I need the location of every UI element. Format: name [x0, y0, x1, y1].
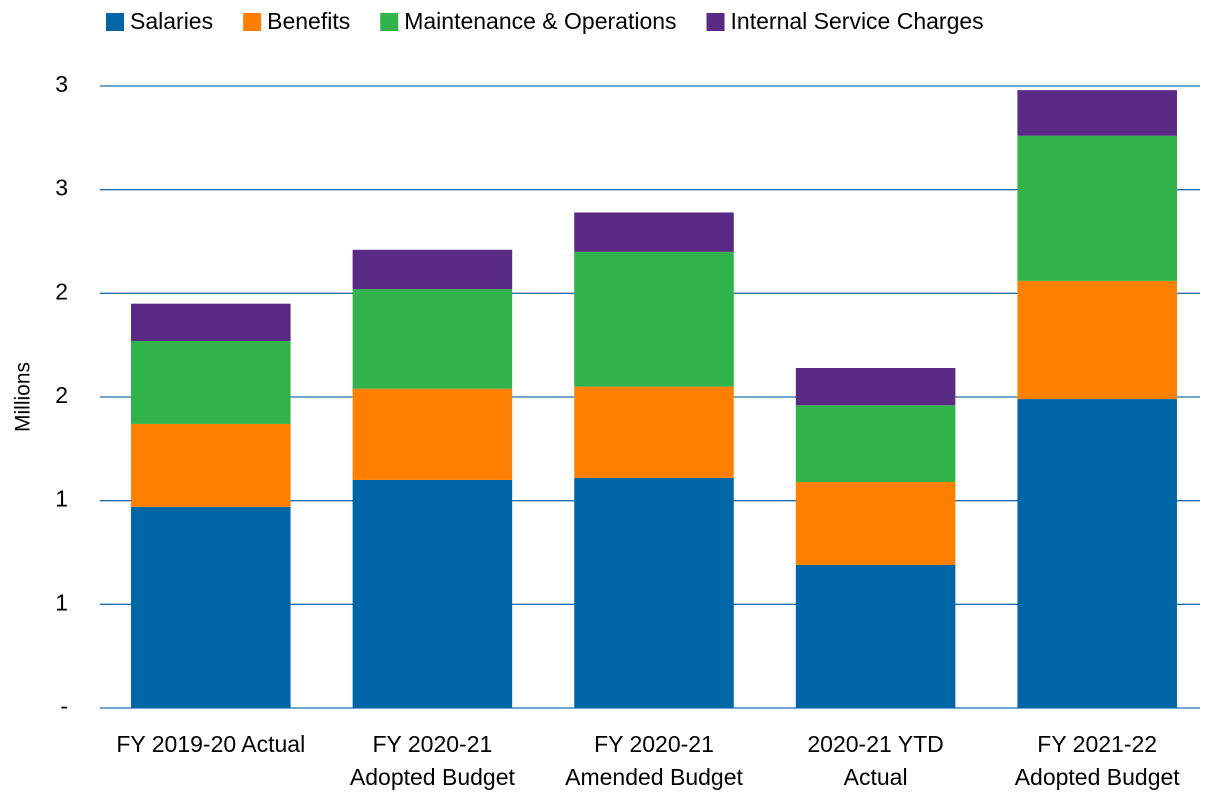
y-tick-label: 2	[55, 278, 68, 304]
x-tick-label: FY 2020-21 Adopted Budget	[350, 731, 516, 790]
bar-segment	[352, 388, 513, 480]
x-tick-label-line: FY 2020-21	[373, 731, 493, 757]
x-tick-label-line: Amended Budget	[565, 764, 743, 790]
legend-swatch	[243, 13, 262, 31]
legend-label: Salaries	[130, 8, 213, 34]
bar-segment	[795, 482, 956, 565]
x-tick-label: FY 2019-20 Actual	[116, 731, 305, 757]
bar-segment	[1017, 135, 1177, 281]
bar-segment	[352, 479, 513, 708]
bar-segment	[795, 367, 956, 406]
x-tick-label-line: 2020-21 YTD	[807, 731, 943, 757]
bar-segment	[574, 212, 734, 252]
bar-segment	[574, 386, 734, 478]
x-tick-label-line: Adopted Budget	[350, 764, 516, 790]
y-tick-label: 2	[55, 382, 68, 408]
bar-segment	[1017, 90, 1177, 136]
bar-segment	[131, 341, 291, 424]
x-tick-label-line: Actual	[844, 764, 908, 790]
bar-segment	[795, 564, 956, 708]
bar-segment	[574, 477, 734, 708]
y-tick-label: 3	[55, 175, 68, 201]
y-tick-label: 3	[55, 71, 68, 97]
legend-label: Maintenance & Operations	[404, 8, 676, 34]
legend-swatch	[106, 13, 124, 31]
y-tick-label: 1	[55, 589, 68, 615]
bar-segment	[795, 405, 956, 483]
legend-swatch	[380, 13, 399, 31]
x-tick-label-line: FY 2021-22	[1037, 731, 1157, 757]
x-tick-label: 2020-21 YTD Actual	[807, 731, 943, 790]
bar-segment	[1017, 280, 1177, 400]
x-tick-label-line: FY 2020-21	[594, 731, 714, 757]
bar-segment	[1017, 399, 1177, 708]
legend-label: Internal Service Charges	[731, 8, 984, 34]
bar-segment	[131, 506, 291, 708]
x-tick-label-line: Adopted Budget	[1015, 764, 1181, 790]
y-tick-label: 1	[55, 486, 68, 512]
x-tick-label-line: FY 2019-20 Actual	[116, 731, 305, 757]
bar-segment	[352, 249, 513, 290]
y-tick-label: -	[60, 693, 68, 719]
y-axis-label: Millions	[12, 362, 35, 432]
x-tick-label: FY 2021-22 Adopted Budget	[1015, 731, 1181, 790]
legend-label: Benefits	[267, 8, 350, 34]
bar-segment	[131, 303, 291, 342]
legend-swatch	[706, 13, 725, 31]
bar-segment	[131, 423, 291, 507]
x-tick-label: FY 2020-21 Amended Budget	[565, 731, 743, 790]
bar-segment	[574, 251, 734, 387]
bar-segment	[352, 289, 513, 389]
